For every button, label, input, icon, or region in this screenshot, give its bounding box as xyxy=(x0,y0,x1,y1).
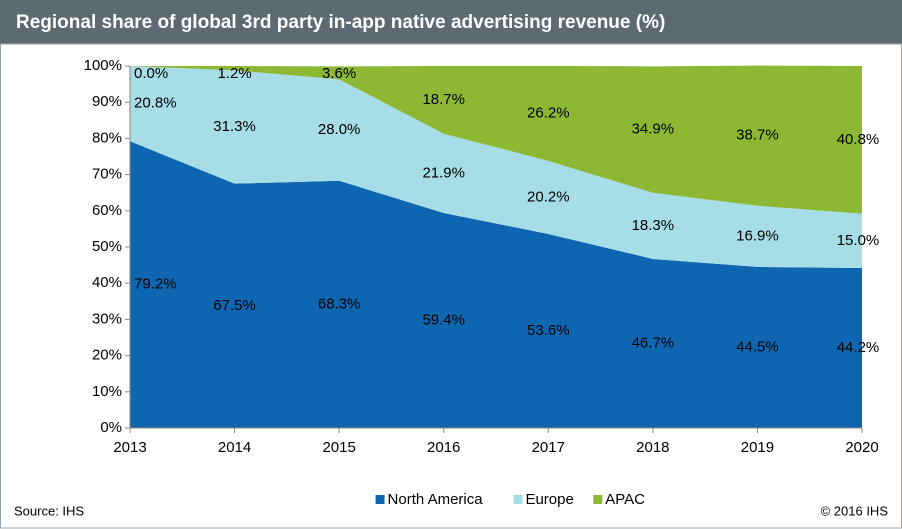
y-tick-label: 90% xyxy=(92,93,122,110)
data-label: 34.9% xyxy=(632,120,675,137)
legend-swatch xyxy=(593,495,603,504)
data-label: 20.8% xyxy=(134,95,177,112)
y-tick-label: 80% xyxy=(92,129,122,146)
data-label: 21.9% xyxy=(422,164,465,181)
data-label: 0.0% xyxy=(134,65,168,82)
data-label: 53.6% xyxy=(527,322,570,339)
data-label: 46.7% xyxy=(632,334,675,351)
data-label: 26.2% xyxy=(527,104,570,121)
data-label: 67.5% xyxy=(213,297,256,314)
legend-swatch xyxy=(375,495,385,504)
data-label: 31.3% xyxy=(213,118,256,135)
data-label: 20.2% xyxy=(527,188,570,205)
y-tick-label: 50% xyxy=(92,238,122,255)
x-tick-label: 2019 xyxy=(741,439,774,456)
y-tick-label: 100% xyxy=(84,57,122,74)
data-label: 79.2% xyxy=(134,276,177,293)
area xyxy=(130,66,862,268)
y-tick-label: 10% xyxy=(92,383,122,400)
title-bar xyxy=(0,0,902,44)
x-tick-label: 2018 xyxy=(636,439,669,456)
data-label: 18.3% xyxy=(632,217,675,234)
area xyxy=(130,141,862,428)
data-label: 40.8% xyxy=(837,131,880,148)
x-tick-label: 2016 xyxy=(427,439,460,456)
legend-swatch xyxy=(513,495,523,504)
y-tick-label: 20% xyxy=(92,347,122,364)
data-label: 1.2% xyxy=(217,65,251,82)
x-tick-label: 2015 xyxy=(322,439,355,456)
data-label: 28.0% xyxy=(318,121,361,138)
data-label: 16.9% xyxy=(736,227,779,244)
y-tick-label: 30% xyxy=(92,310,122,327)
source: Source: IHS xyxy=(14,503,84,518)
x-tick-label: 2017 xyxy=(532,439,565,456)
copyright: © 2016 IHS xyxy=(821,503,889,518)
x-tick-label: 2013 xyxy=(113,439,146,456)
data-label: 38.7% xyxy=(736,127,779,144)
y-tick-label: 60% xyxy=(92,202,122,219)
data-label: 44.2% xyxy=(837,339,880,356)
chart-title: Regional share of global 3rd party in-ap… xyxy=(16,12,665,33)
data-label: 18.7% xyxy=(422,91,465,108)
data-label: 15.0% xyxy=(837,232,880,249)
data-label: 68.3% xyxy=(318,295,361,312)
x-tick-label: 2020 xyxy=(845,439,878,456)
y-tick-label: 70% xyxy=(92,166,122,183)
data-label: 59.4% xyxy=(422,311,465,328)
legend-label: North America xyxy=(388,491,484,508)
legend-label: Europe xyxy=(525,491,573,508)
data-label: 44.5% xyxy=(736,338,779,355)
y-tick-label: 40% xyxy=(92,274,122,291)
data-label: 3.6% xyxy=(322,65,356,82)
y-tick-label: 0% xyxy=(100,419,122,436)
legend-label: APAC xyxy=(605,491,645,508)
x-tick-label: 2014 xyxy=(218,439,251,456)
area xyxy=(130,65,862,214)
